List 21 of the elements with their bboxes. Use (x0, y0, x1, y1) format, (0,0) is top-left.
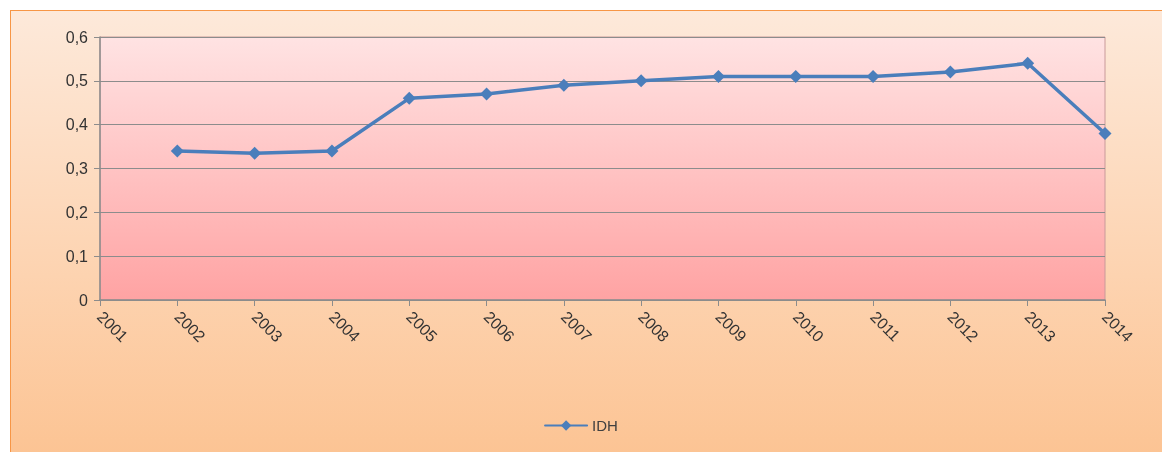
point (480, 87, 494, 101)
point (402, 91, 416, 105)
point (634, 74, 648, 88)
y-tick-label: 0,3 (65, 160, 89, 177)
point (711, 69, 725, 83)
y-tick-label: 0 (79, 291, 89, 309)
point (325, 144, 339, 158)
point (866, 69, 880, 83)
point (557, 78, 571, 92)
y-tick-label: 0,2 (65, 203, 89, 221)
y-tick-label: 0,1 (65, 247, 89, 265)
point (170, 144, 184, 158)
y-tick-label: 0,6 (65, 28, 89, 46)
point (943, 65, 957, 79)
point (248, 146, 262, 160)
point (1021, 56, 1035, 70)
legend-label: IDH (592, 417, 618, 434)
point (789, 69, 803, 83)
y-tick-label: 0,5 (65, 72, 89, 90)
y-tick-label: 0,4 (65, 116, 89, 134)
point (1098, 126, 1112, 140)
